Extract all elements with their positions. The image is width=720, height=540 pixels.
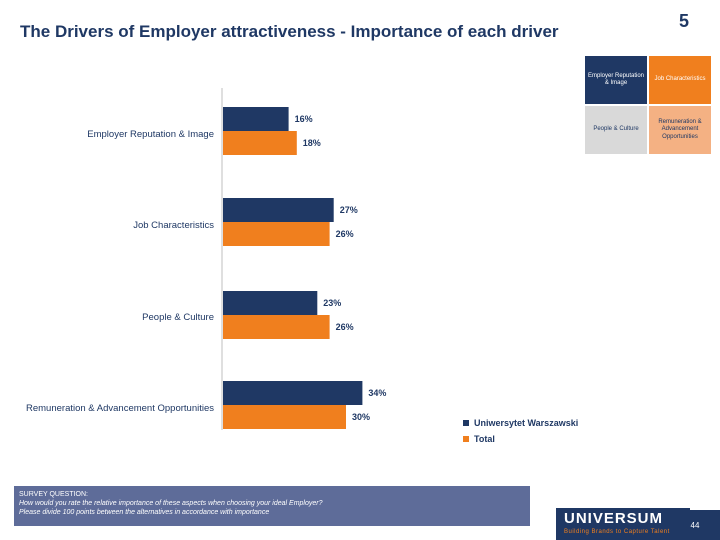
category-label: People & Culture <box>142 312 214 323</box>
driver-cell-remuneration: Remuneration & Advancement Opportunities <box>649 106 711 154</box>
bar <box>223 107 289 131</box>
category-label: Job Characteristics <box>133 220 214 231</box>
bar <box>223 131 297 155</box>
chart-legend: Uniwersytet Warszawski Total <box>463 418 578 450</box>
legend-swatch-total <box>463 436 469 442</box>
survey-question-line1: How would you rate the relative importan… <box>19 500 323 508</box>
bar <box>223 315 330 339</box>
slide-number-badge: 5 <box>648 0 720 48</box>
data-label: 26% <box>336 229 354 239</box>
page-title: The Drivers of Employer attractiveness -… <box>20 22 559 41</box>
driver-cell-reputation: Employer Reputation & Image <box>585 56 647 104</box>
survey-question-box: SURVEY QUESTION: How would you rate the … <box>14 486 530 526</box>
driver-grid: Employer Reputation & Image Job Characte… <box>585 56 711 154</box>
bar <box>223 222 330 246</box>
legend-label-uw: Uniwersytet Warszawski <box>474 418 579 428</box>
data-label: 34% <box>368 388 386 398</box>
slide-number: 5 <box>678 11 689 31</box>
legend-item-total: Total <box>463 434 578 444</box>
data-label: 26% <box>336 322 354 332</box>
data-label: 18% <box>303 138 321 148</box>
page-number: 44 <box>670 510 720 540</box>
legend-swatch-uw <box>463 420 469 426</box>
category-label: Employer Reputation & Image <box>87 129 214 140</box>
brand-tagline: Building Brands to Capture Talent <box>564 529 670 535</box>
bar <box>223 291 318 315</box>
data-label: 27% <box>340 205 358 215</box>
driver-cell-job: Job Characteristics <box>649 56 711 104</box>
bar <box>223 198 334 222</box>
driver-cell-people: People & Culture <box>585 106 647 154</box>
universum-logo: UNIVERSUM Building Brands to Capture Tal… <box>556 508 690 540</box>
category-label: Remuneration & Advancement Opportunities <box>26 403 214 414</box>
data-label: 23% <box>323 298 341 308</box>
legend-label-total: Total <box>474 434 495 444</box>
data-label: 16% <box>295 114 313 124</box>
bar <box>223 405 346 429</box>
legend-item-uw: Uniwersytet Warszawski <box>463 418 578 428</box>
survey-question-line2: Please divide 100 points between the alt… <box>19 509 270 517</box>
bar-chart: Employer Reputation & Image 16% 18% Job Cha… <box>26 88 386 430</box>
survey-heading: SURVEY QUESTION: <box>19 491 88 498</box>
data-label: 30% <box>352 412 370 422</box>
brand-name: UNIVERSUM <box>564 510 664 527</box>
bar <box>223 381 363 405</box>
